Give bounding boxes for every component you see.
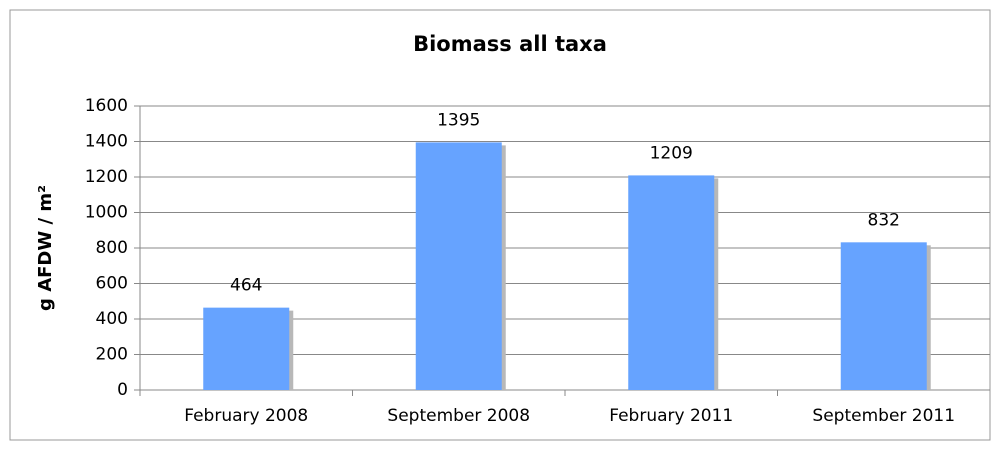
bar: [415, 142, 502, 390]
y-tick-label: 1200: [85, 167, 128, 187]
bar: [840, 242, 927, 390]
value-label: 464: [230, 276, 262, 296]
x-tick-label: September 2011: [812, 406, 955, 426]
y-axis-label: g AFDW / m²: [35, 185, 56, 311]
y-tick-label: 1600: [85, 96, 128, 116]
value-label: 1395: [437, 110, 480, 130]
y-tick-label: 800: [96, 238, 128, 258]
y-tick-label: 1400: [85, 132, 128, 152]
y-tick-label: 600: [96, 274, 128, 294]
x-tick-label: February 2008: [184, 406, 308, 426]
value-label: 1209: [650, 143, 693, 163]
y-tick-label: 400: [96, 309, 128, 329]
y-tick-label: 1000: [85, 203, 128, 223]
chart-title: Biomass all taxa: [413, 32, 607, 56]
bar: [628, 175, 715, 390]
value-label: 832: [868, 210, 900, 230]
bar: [203, 307, 290, 390]
x-tick-label: February 2011: [609, 406, 733, 426]
y-tick-label: 0: [117, 380, 128, 400]
y-tick-label: 200: [96, 345, 128, 365]
x-tick-label: September 2008: [387, 406, 530, 426]
